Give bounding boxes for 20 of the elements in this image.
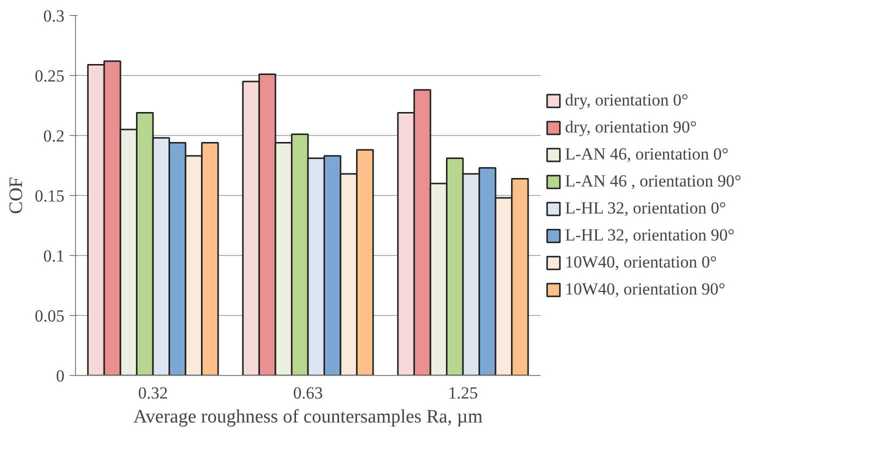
legend-label: L-HL 32, orientation 90°	[565, 226, 735, 246]
legend-label: dry, orientation 90°	[565, 118, 697, 138]
legend-label: L-HL 32, orientation 0°	[565, 198, 726, 218]
y-tick-label: 0.15	[34, 186, 64, 206]
legend-label: 10W40, orientation 0°	[565, 252, 717, 272]
y-tick-label: 0	[56, 366, 64, 386]
legend-label: dry, orientation 0°	[565, 90, 688, 110]
x-axis-title: Average roughness of countersamples Ra, µm	[133, 406, 483, 428]
legend-label: L-AN 46, orientation 0°	[565, 144, 729, 164]
y-axis-title: COF	[6, 177, 27, 214]
y-tick-label: 0.2	[43, 126, 64, 146]
y-tick-label: 0.05	[34, 306, 64, 326]
x-tick-label: 1.25	[448, 384, 478, 402]
legend-label: L-AN 46 , orientation 90°	[565, 172, 742, 192]
x-tick-label: 0.32	[138, 384, 168, 402]
y-tick-label: 0.3	[43, 6, 64, 26]
y-tick-label: 0.1	[43, 246, 64, 266]
y-tick-label: 0.25	[34, 66, 64, 86]
legend-label: 10W40, orientation 90°	[565, 280, 726, 300]
x-tick-label: 0.63	[293, 384, 323, 402]
